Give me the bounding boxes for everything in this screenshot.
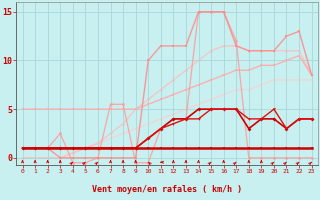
X-axis label: Vent moyen/en rafales ( km/h ): Vent moyen/en rafales ( km/h ) [92,185,242,194]
